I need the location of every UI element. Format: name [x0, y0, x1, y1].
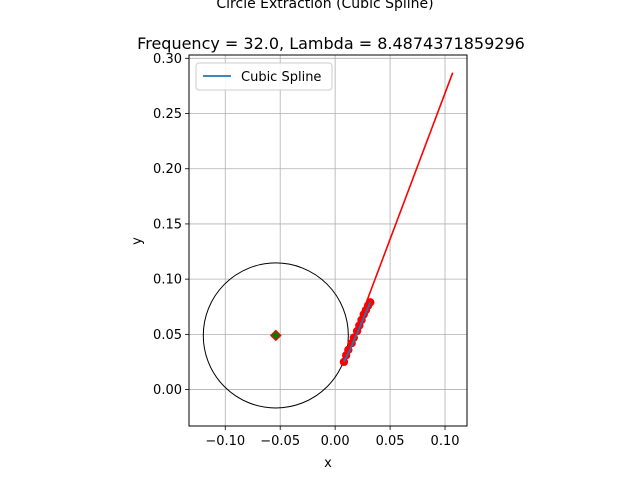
- plot-area: [202, 72, 454, 409]
- chart-subtitle: Frequency = 32.0, Lambda = 8.48743718592…: [137, 34, 525, 53]
- x-tick-label: −0.10: [205, 434, 245, 449]
- legend: Cubic Spline: [195, 62, 333, 91]
- x-tick-label: 0.05: [376, 434, 405, 449]
- center-marker: [269, 329, 282, 342]
- y-tick-label: 0.05: [153, 328, 182, 343]
- x-tick-label: 0.00: [321, 434, 350, 449]
- axes-frame: [188, 54, 468, 427]
- chart-title: Circle Extraction (Cubic Spline): [216, 0, 433, 12]
- legend-box: [195, 62, 333, 91]
- legend-label-cubic-spline: Cubic Spline: [241, 70, 321, 85]
- y-tick-label: 0.20: [153, 162, 182, 177]
- x-tick-label: −0.05: [260, 434, 300, 449]
- cubic-spline-line: [343, 301, 372, 363]
- x-ticks: −0.10 −0.05 0.00 0.05 0.10: [205, 426, 460, 449]
- y-tick-label: 0.10: [153, 273, 182, 288]
- extracted-circle: [202, 262, 349, 409]
- y-tick-label: 0.00: [153, 383, 182, 398]
- y-tick-label: 0.25: [153, 107, 182, 122]
- y-axis-label: y: [130, 237, 145, 245]
- grid-layer: [189, 55, 467, 426]
- x-tick-label: 0.10: [431, 434, 460, 449]
- y-ticks: 0.00 0.05 0.10 0.15 0.20 0.25 0.30: [153, 52, 189, 398]
- y-tick-label: 0.15: [153, 217, 182, 232]
- y-tick-label: 0.30: [153, 52, 182, 67]
- x-axis-label: x: [324, 456, 332, 471]
